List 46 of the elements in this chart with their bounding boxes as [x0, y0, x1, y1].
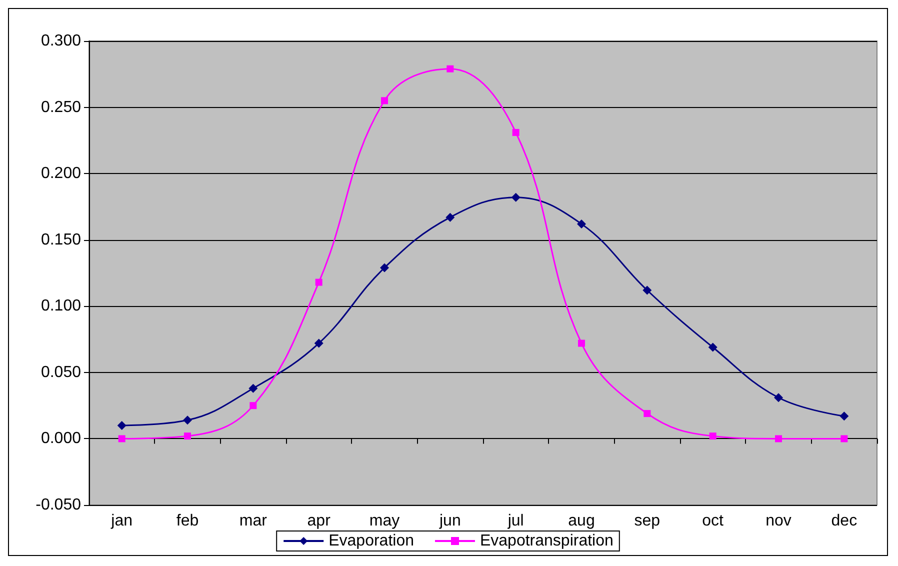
y-tick-label: -0.050 [36, 496, 82, 514]
point [774, 393, 783, 402]
point [709, 432, 716, 440]
point [511, 192, 520, 202]
x-tick-label: jun [438, 512, 461, 530]
x-tick-label: aug [568, 512, 595, 530]
point [381, 97, 388, 104]
point [315, 278, 322, 286]
point [512, 128, 520, 136]
x-tick-label: dec [831, 512, 858, 530]
point [184, 432, 191, 440]
x-tick-label: may [369, 512, 400, 530]
y-tick-label: 0.200 [40, 165, 82, 182]
point [840, 435, 848, 442]
point [248, 384, 258, 393]
point [578, 340, 585, 347]
x-tick-label: jul [506, 512, 524, 530]
point [775, 435, 782, 442]
point [644, 410, 651, 418]
y-tick-label: 0.100 [40, 298, 82, 315]
x-tick-label: feb [176, 512, 199, 530]
y-tick-label: 0.300 [40, 32, 82, 50]
point [314, 338, 324, 348]
y-tick-label: 0.000 [40, 430, 82, 448]
point [183, 416, 192, 425]
point [250, 402, 257, 410]
point [642, 286, 652, 295]
point [446, 212, 455, 222]
y-tick-label: 0.150 [40, 231, 82, 248]
x-tick-label: sep [634, 512, 660, 530]
point [446, 65, 454, 72]
y-tick-label: 0.050 [40, 364, 82, 381]
x-tick-label: oct [702, 512, 724, 530]
legend-label: Evapotranspiration [480, 532, 614, 550]
point [577, 219, 586, 228]
point [118, 435, 126, 442]
x-tick-label: jan [110, 512, 133, 530]
x-tick-label: mar [239, 512, 268, 530]
y-tick-label: 0.250 [40, 98, 82, 116]
legend-label: Evaporation [328, 532, 414, 550]
point [117, 420, 126, 430]
x-tick-label: nov [766, 512, 792, 530]
point [708, 342, 718, 352]
x-tick-label: apr [307, 512, 332, 530]
point [840, 412, 849, 421]
point [380, 263, 389, 272]
